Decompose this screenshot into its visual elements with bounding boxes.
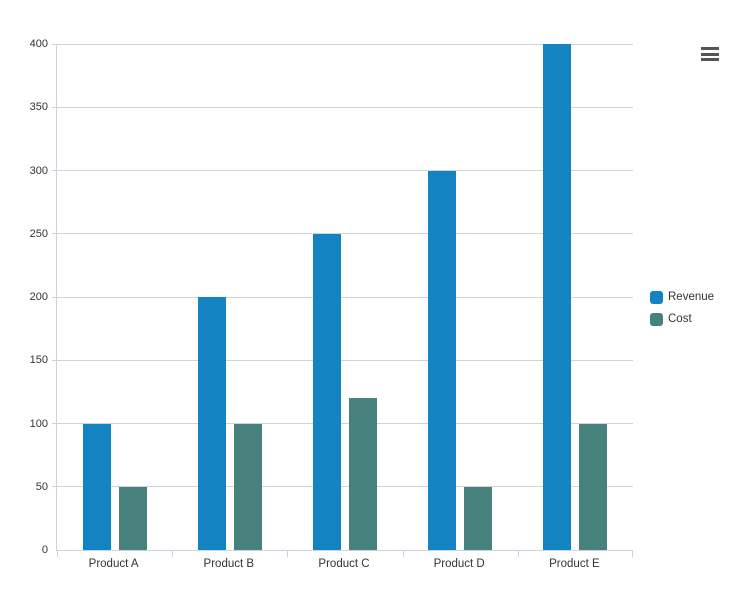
hamburger-icon	[701, 58, 719, 61]
gridline	[52, 296, 633, 298]
legend-item-cost[interactable]: Cost	[650, 313, 714, 326]
bar-revenue-product-e[interactable]	[543, 44, 572, 550]
gridline	[52, 233, 633, 235]
legend: Revenue Cost	[650, 291, 714, 335]
bar-cost-product-e[interactable]	[579, 423, 608, 550]
gridline	[52, 170, 633, 171]
y-axis-tick-label: 200	[29, 291, 48, 303]
bar-cost-product-b[interactable]	[233, 423, 262, 550]
hamburger-icon	[701, 47, 719, 50]
legend-label: Revenue	[668, 291, 715, 303]
x-axis-category-label: Product C	[318, 558, 370, 570]
x-axis-tick	[172, 551, 174, 557]
y-axis-tick-label: 100	[29, 417, 48, 430]
y-axis-tick-label: 300	[29, 164, 48, 177]
bar-revenue-product-b[interactable]	[197, 297, 226, 550]
gridline	[52, 423, 633, 424]
bar-cost-product-a[interactable]	[118, 486, 147, 550]
x-axis-category-label: Product E	[549, 558, 600, 570]
y-axis-tick-label: 0	[41, 544, 48, 556]
x-axis-tick	[517, 551, 519, 557]
bar-revenue-product-a[interactable]	[82, 423, 111, 550]
legend-label: Cost	[668, 313, 692, 325]
y-axis-tick-label: 250	[29, 227, 48, 240]
x-axis-category-label: Product D	[433, 558, 485, 570]
legend-swatch-icon	[650, 313, 663, 326]
x-axis-tick	[57, 551, 58, 557]
bar-revenue-product-d[interactable]	[428, 170, 457, 550]
x-axis-category-label: Product A	[88, 558, 139, 570]
bar-cost-product-c[interactable]	[349, 398, 377, 550]
gridline	[52, 486, 633, 488]
x-axis-category-label: Product B	[203, 558, 255, 570]
y-axis-tick-label: 400	[29, 38, 48, 50]
y-axis-tick-label: 150	[29, 354, 48, 367]
x-axis-tick	[402, 551, 404, 557]
bar-cost-product-d[interactable]	[464, 486, 493, 550]
y-axis-tick-label: 350	[29, 101, 48, 114]
gridline	[52, 106, 633, 108]
context-menu-button[interactable]	[696, 42, 724, 66]
legend-item-revenue[interactable]: Revenue	[650, 291, 714, 304]
x-axis-tick	[287, 551, 289, 557]
plot-area	[52, 43, 633, 557]
y-axis-tick-label: 50	[35, 480, 48, 493]
x-axis-tick	[632, 551, 633, 557]
hamburger-icon	[701, 52, 719, 56]
gridline	[52, 359, 633, 361]
gridline	[52, 43, 633, 45]
legend-swatch-icon	[650, 291, 663, 304]
bar-revenue-product-c[interactable]	[313, 233, 341, 550]
